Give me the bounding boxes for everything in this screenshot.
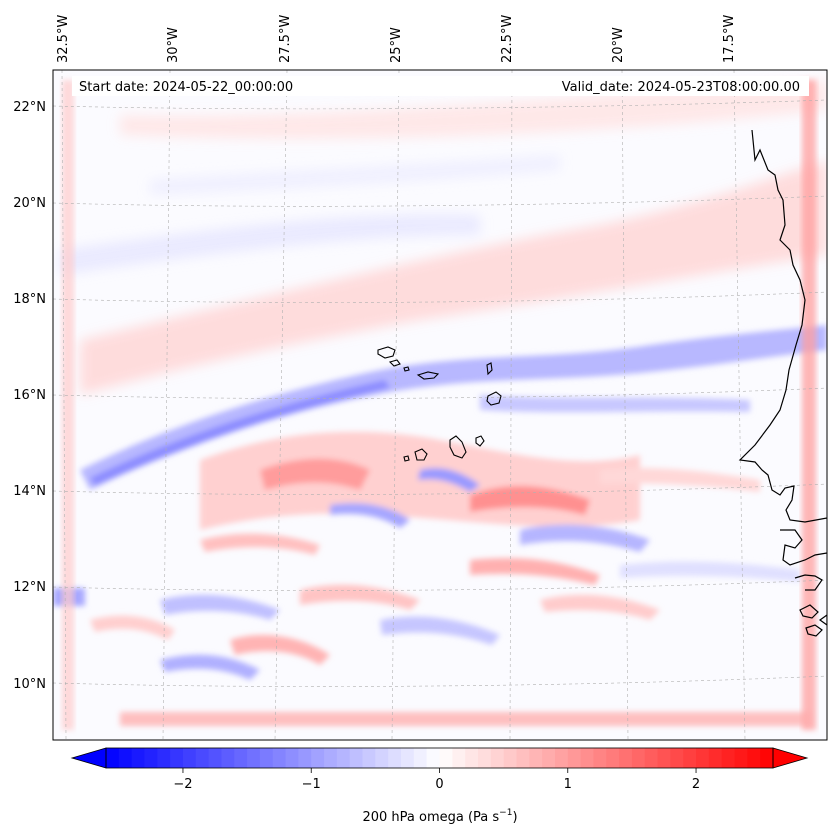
colorbar-segment: [477, 748, 492, 768]
colorbar-segment: [144, 748, 158, 768]
colorbar-segment: [157, 748, 171, 768]
lat-label-12n: 12°N: [13, 580, 46, 595]
colorbar-extend-low: [70, 747, 107, 769]
island-fogo: [414, 448, 428, 461]
island-boa-vista: [486, 391, 502, 406]
lon-label-32-5w: 32.5°W: [56, 15, 71, 63]
island-santiago: [449, 435, 467, 459]
colorbar-segment: [580, 748, 595, 768]
colorbar-segment: [657, 748, 671, 768]
colorbar-tick-label: 0: [435, 777, 443, 792]
colorbar-segment: [106, 748, 120, 768]
start-date-label: Start date: 2024-05-22_00:00:00: [79, 80, 293, 95]
island-brava: [403, 455, 410, 462]
colorbar-tick-label: 2: [692, 777, 700, 792]
island-sao-vicente: [388, 359, 401, 367]
colorbar-segment: [221, 748, 235, 768]
colorbar-segment: [529, 748, 543, 768]
colorbar-segment: [426, 748, 441, 768]
colorbar: −2 −1 0 1 2 200 hPa omega (Pa s−1): [70, 747, 809, 825]
colorbar-segment: [619, 748, 633, 768]
colorbar-segment: [747, 748, 761, 768]
colorbar-segment: [362, 748, 376, 768]
coastlines: [738, 129, 827, 637]
colorbar-segment: [401, 748, 415, 768]
colorbar-segment: [452, 748, 466, 768]
lat-label-20n: 20°N: [13, 196, 46, 211]
colorbar-segment: [721, 748, 736, 768]
colorbar-segment: [388, 748, 402, 768]
lon-label-30w: 30°W: [166, 27, 181, 63]
colorbar-segment: [631, 748, 646, 768]
colorbar-segment: [516, 748, 530, 768]
colorbar-tick-label: −2: [173, 777, 192, 792]
colorbar-segment: [208, 748, 223, 768]
colorbar-segment: [349, 748, 364, 768]
colorbar-tick-label: 1: [564, 777, 572, 792]
longitude-labels: 32.5°W 30°W 27.5°W 25°W 22.5°W 20°W 17.5…: [56, 15, 737, 63]
colorbar-segment: [606, 748, 620, 768]
colorbar-segment: [170, 748, 184, 768]
lon-label-20w: 20°W: [611, 27, 626, 63]
colorbar-segment: [413, 748, 428, 768]
colorbar-segment: [285, 748, 300, 768]
colorbar-segment: [272, 748, 287, 768]
lon-label-17-5w: 17.5°W: [722, 15, 737, 63]
colorbar-segment: [375, 748, 389, 768]
colorbar-segment: [644, 748, 659, 768]
colorbar-segment: [234, 748, 248, 768]
colorbar-segment: [670, 748, 684, 768]
island-santa-luzia: [403, 366, 410, 372]
colorbar-segment: [683, 748, 697, 768]
colorbar-segment: [311, 748, 325, 768]
colorbar-segment: [336, 748, 351, 768]
colorbar-segment: [131, 748, 146, 768]
map-panel: Start date: 2024-05-22_00:00:00 Valid_da…: [52, 69, 828, 741]
colorbar-segment: [324, 748, 338, 768]
cape-verde-islands: [377, 346, 502, 462]
colorbar-segment: [734, 748, 748, 768]
info-strip: [72, 76, 809, 96]
colorbar-segment: [696, 748, 710, 768]
lat-label-16n: 16°N: [13, 388, 46, 403]
gridlines: [53, 70, 827, 740]
lat-label-14n: 14°N: [13, 484, 46, 499]
island-santo-antao: [377, 346, 396, 359]
colorbar-segment: [259, 748, 274, 768]
map-frame: [52, 69, 828, 741]
colorbar-segment: [708, 748, 723, 768]
colorbar-segments: [106, 748, 774, 768]
island-sao-nicolau: [416, 371, 440, 380]
colorbar-extend-high: [772, 747, 809, 769]
colorbar-segment: [567, 748, 582, 768]
lat-label-22n: 22°N: [13, 100, 46, 115]
colorbar-segment: [298, 748, 312, 768]
colorbar-segment: [439, 748, 453, 768]
lat-label-10n: 10°N: [13, 677, 46, 692]
colorbar-segment: [490, 748, 505, 768]
lat-label-18n: 18°N: [13, 292, 46, 307]
colorbar-segment: [247, 748, 261, 768]
colorbar-segment: [195, 748, 210, 768]
island-maio: [475, 435, 485, 447]
latitude-labels: 22°N 20°N 18°N 16°N 14°N 12°N 10°N: [13, 100, 46, 692]
colorbar-tick-label: −1: [302, 777, 321, 792]
colorbar-segment: [503, 748, 518, 768]
lon-label-22-5w: 22.5°W: [500, 15, 515, 63]
colorbar-label: 200 hPa omega (Pa s−1): [362, 808, 517, 825]
lon-label-25w: 25°W: [389, 27, 404, 63]
colorbar-ticks: −2 −1 0 1 2: [173, 768, 700, 792]
colorbar-segment: [465, 748, 479, 768]
lon-label-27-5w: 27.5°W: [278, 15, 293, 63]
valid-date-label: Valid_date: 2024-05-23T08:00:00.00: [562, 80, 800, 95]
colorbar-segment: [542, 748, 556, 768]
colorbar-segment: [118, 748, 133, 768]
africa-coastline: [738, 129, 827, 523]
colorbar-segment: [760, 748, 774, 768]
colorbar-segment: [182, 748, 197, 768]
colorbar-segment: [554, 748, 569, 768]
island-sal: [486, 362, 493, 376]
colorbar-segment: [593, 748, 607, 768]
